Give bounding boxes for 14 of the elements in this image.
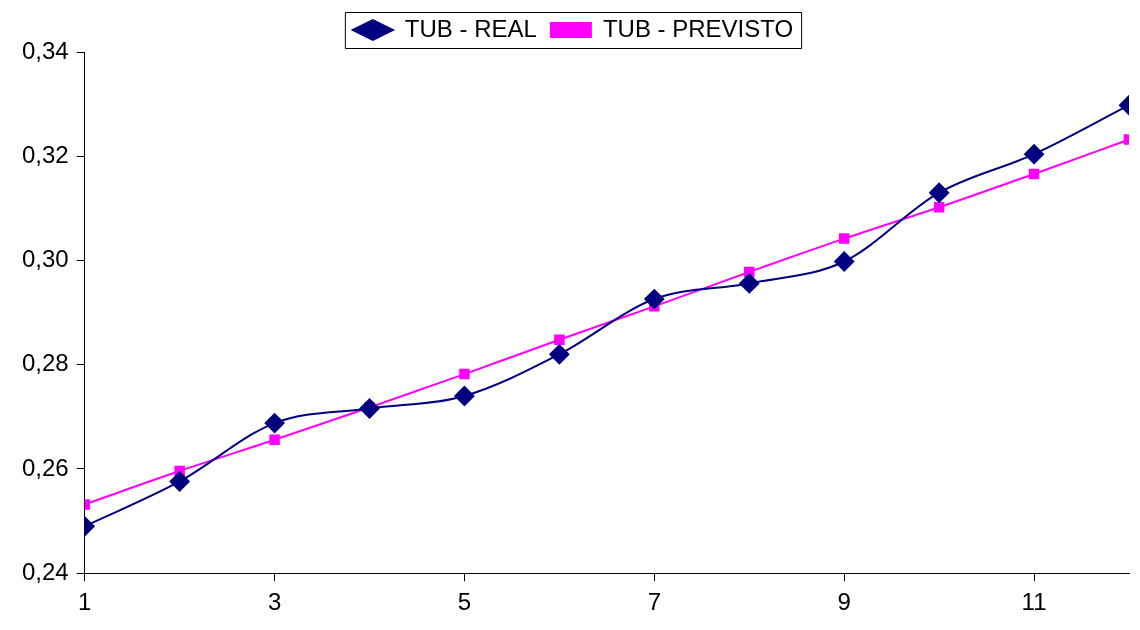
x-tick-label: 7 — [647, 588, 661, 616]
x-tick-label: 5 — [457, 588, 472, 616]
y-tick-label: 0,30 — [21, 245, 69, 273]
x-tick-label: 9 — [837, 588, 851, 616]
legend-label: TUB - REAL — [404, 14, 537, 42]
x-tick-label: 3 — [267, 588, 282, 616]
x-tick-label: 1 — [78, 588, 92, 616]
y-tick-label: 0,32 — [21, 140, 69, 168]
y-tick-label: 0,34 — [21, 36, 69, 64]
legend-label: TUB - PREVISTO — [602, 14, 794, 42]
y-tick-label: 0,28 — [21, 349, 69, 377]
y-tick-label: 0,24 — [21, 557, 69, 585]
x-tick-label: 11 — [1021, 588, 1047, 616]
y-tick-label: 0,26 — [21, 453, 69, 481]
